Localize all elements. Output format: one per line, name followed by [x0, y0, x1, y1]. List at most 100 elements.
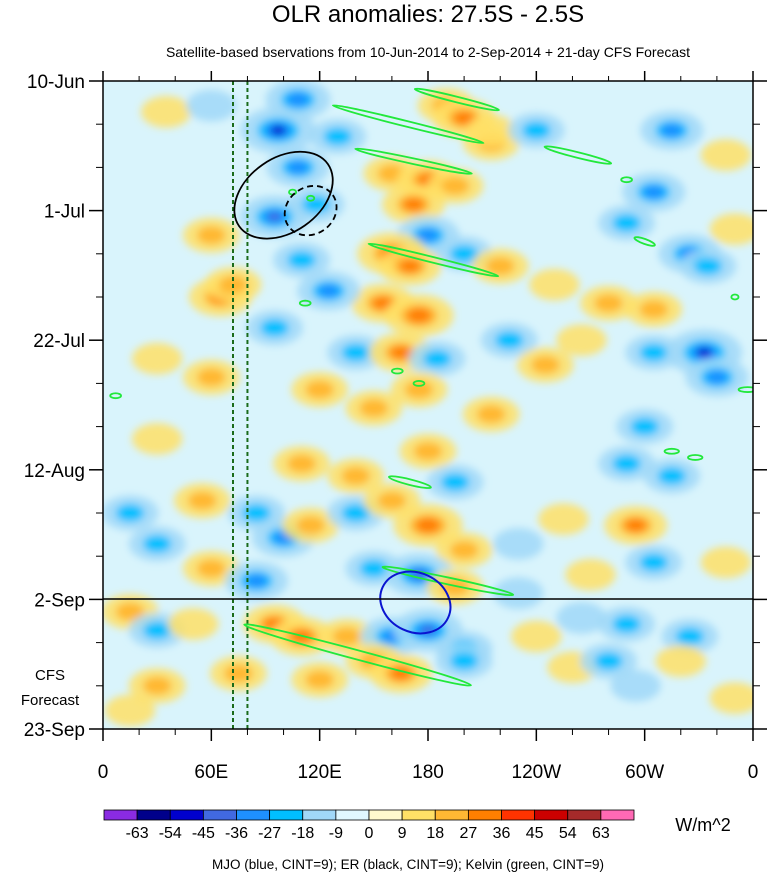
anomaly-blob-core — [404, 380, 434, 399]
anomaly-blob-peak — [267, 212, 282, 222]
anomaly-blob — [709, 682, 753, 714]
anomaly-blob-core — [332, 627, 361, 646]
anomaly-blob-core — [287, 160, 309, 174]
kelvin-contour — [306, 194, 316, 202]
colorbar-units: W/m^2 — [675, 815, 730, 835]
anomaly-blob-core — [403, 197, 425, 211]
anomaly-blob-core — [625, 518, 647, 532]
anomaly-blob-core — [612, 214, 641, 232]
kelvin-contour — [737, 386, 753, 393]
anomaly-blob-core — [341, 467, 370, 485]
anomaly-blob-peak — [421, 520, 435, 530]
colorbar-swatch — [501, 809, 536, 821]
colorbar-label: 9 — [398, 825, 407, 842]
anomaly-blob-core — [359, 559, 389, 578]
colorbar-label: -45 — [192, 825, 215, 842]
colorbar-swatch — [368, 809, 403, 821]
anomaly-blob-core — [142, 621, 172, 640]
x-tick-label: 120E — [297, 762, 341, 783]
anomaly-blob — [556, 324, 607, 357]
y-tick-label: 10-Jun — [27, 72, 85, 93]
kelvin-contour — [354, 147, 473, 175]
anomaly-blob-core — [422, 349, 452, 368]
colorbar-swatch — [269, 809, 304, 821]
colorbar-label: 0 — [365, 825, 374, 842]
forecast-label-line-2: Forecast — [21, 692, 80, 709]
kelvin-contour — [109, 392, 122, 400]
colorbar-swatch — [401, 809, 436, 821]
anomaly-blob — [168, 608, 219, 640]
x-tick-label: 0 — [98, 762, 109, 783]
anomaly-blob-core — [142, 535, 172, 553]
contour-legend: MJO (blue, CINT=9); ER (black, CINT=9); … — [212, 857, 604, 872]
anomaly-blob-core — [341, 504, 370, 522]
anomaly-blob-core — [531, 356, 560, 374]
anomaly-blob-core — [115, 504, 145, 522]
er-contour — [233, 150, 334, 240]
x-tick-label: 0 — [748, 762, 759, 783]
anomaly-blob — [186, 89, 237, 122]
mjo-contour — [379, 570, 452, 635]
reference-lines — [232, 81, 249, 729]
colorbar-swatch — [335, 809, 370, 821]
anomaly-blob — [141, 96, 192, 128]
anomaly-blob-core — [495, 331, 524, 350]
kelvin-contour — [243, 623, 472, 687]
forecast-label-line-1: CFS — [35, 667, 65, 684]
anomaly-blob-core — [594, 652, 623, 670]
anomaly-blob-peak — [412, 310, 426, 321]
anomaly-blob-core — [706, 370, 728, 384]
anomaly-blob — [104, 694, 156, 727]
axis-ticks: 0 60E 120E 180 120W 60W 0 10-Jun 1-Jul 22-Jul 12-A… — [24, 71, 767, 783]
anomaly-blob-core — [390, 346, 412, 360]
anomaly-blob-core — [630, 417, 659, 436]
colorbar-label: -18 — [291, 825, 314, 842]
kelvin-contour — [390, 367, 404, 375]
anomaly-blob-core — [188, 491, 217, 510]
chart-title: OLR anomalies: 27.5S - 2.5S — [272, 1, 584, 28]
colorbar-label: -27 — [258, 825, 281, 842]
y-tick-label: 1-Jul — [44, 202, 85, 223]
anomaly-blob-core — [486, 257, 515, 275]
anomaly-blob-core — [612, 615, 641, 633]
y-tick-label: 22-Jul — [33, 331, 85, 352]
x-tick-label: 180 — [412, 762, 444, 783]
anomaly-blob — [556, 602, 607, 634]
chart-subtitle: Satellite-based bservations from 10-Jun-… — [166, 44, 690, 60]
anomaly-blob-core — [449, 541, 479, 559]
anomaly-blob-core — [323, 127, 352, 146]
anomaly-blob-core — [413, 442, 443, 461]
anomaly-blob-core — [440, 578, 470, 596]
anomaly-blob-core — [453, 111, 475, 125]
colorbar-swatch — [202, 809, 237, 821]
anomaly-blob-core — [242, 504, 271, 522]
colorbar-swatch — [567, 809, 602, 821]
kelvin-contour — [620, 176, 633, 184]
colorbar-label: 45 — [526, 825, 544, 842]
anomaly-blob-core — [359, 399, 389, 417]
anomaly-blob-core — [522, 121, 551, 140]
anomaly-blob-core — [661, 123, 683, 137]
anomaly-blob-core — [449, 652, 479, 670]
anomaly-blob-core — [318, 284, 340, 298]
anomaly-blob-core — [476, 405, 506, 424]
forecast-label: CFS Forecast — [21, 667, 80, 709]
anomaly-blob-core — [260, 319, 289, 337]
kelvin-contour — [663, 447, 680, 455]
anomaly-blob-core — [639, 300, 668, 319]
anomaly-blob-core — [693, 257, 723, 275]
kelvin-contour — [413, 87, 500, 112]
anomaly-blob — [700, 139, 752, 171]
anomaly-blob-core — [643, 185, 665, 199]
kelvin-contour — [687, 454, 704, 461]
plot-area — [103, 81, 753, 729]
anomaly-blob-core — [341, 343, 370, 362]
anomaly-blob — [700, 546, 752, 579]
anomaly-blob-core — [639, 553, 668, 572]
anomaly-blob — [529, 268, 580, 301]
y-tick-label: 12-Aug — [24, 461, 85, 482]
anomaly-blob-core — [296, 516, 325, 535]
kelvin-contour — [331, 104, 485, 145]
